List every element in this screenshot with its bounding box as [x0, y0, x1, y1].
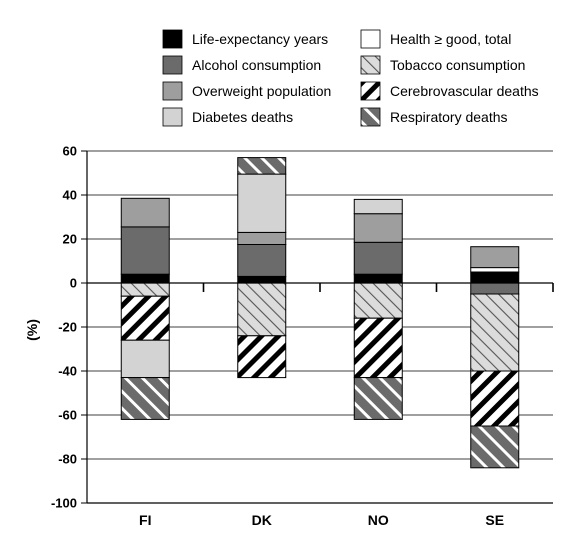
legend-label-health-good-total: Health ≥ good, total [390, 31, 511, 47]
y-tick-label: 20 [63, 232, 77, 247]
y-axis-label: (%) [24, 319, 40, 341]
bar-se-overweight-population [470, 246, 520, 269]
legend-label-alcohol-consumption: Alcohol consumption [192, 57, 321, 73]
y-tick-label: -20 [58, 320, 77, 335]
bar-no-life-expectancy-years [353, 273, 403, 284]
legend: Life-expectancy years Health ≥ good, tota… [162, 29, 539, 127]
bar-fi-cerebrovascular-deaths [120, 295, 170, 341]
y-tick-label: -40 [58, 364, 77, 379]
bar-fi-diabetes-deaths [120, 339, 170, 379]
bar-no-overweight-population [353, 213, 403, 243]
bar-dk-respiratory-deaths [237, 157, 287, 175]
legend-label-cerebrovascular-deaths: Cerebrovascular deaths [390, 83, 539, 99]
bar-dk-alcohol-consumption [237, 244, 287, 277]
y-tick-label: -100 [51, 496, 77, 511]
legend-swatch-health-good-total [360, 29, 381, 49]
y-tick-label: 60 [63, 144, 77, 159]
y-tick-label: 0 [70, 276, 77, 291]
bar-se-life-expectancy-years [470, 271, 520, 284]
bar-fi-alcohol-consumption [120, 226, 170, 275]
bar-no-diabetes-deaths [353, 198, 403, 215]
legend-swatch-alcohol-consumption [162, 55, 183, 75]
axes: 60 40 20 0 -20 -40 -60 -80 -100 FI DK NO SE [51, 144, 554, 528]
y-tick-label: -60 [58, 408, 77, 423]
bar-no-tobacco-consumption [353, 282, 403, 319]
legend-swatch-diabetes-deaths [162, 107, 183, 127]
bar-fi-tobacco-consumption [120, 282, 170, 297]
legend-swatch-overweight-population [162, 81, 183, 101]
bar-no-cerebrovascular-deaths [353, 317, 403, 379]
legend-label-diabetes-deaths: Diabetes deaths [192, 109, 293, 125]
x-tick-label-dk: DK [252, 512, 272, 528]
bar-no-respiratory-deaths [353, 377, 403, 420]
x-tick-label-no: NO [368, 512, 389, 528]
y-tick-label: 40 [63, 188, 77, 203]
x-tick-label-se: SE [485, 512, 504, 528]
y-tick-label: -80 [58, 452, 77, 467]
legend-label-tobacco-consumption: Tobacco consumption [390, 57, 525, 73]
bar-se-respiratory-deaths [470, 425, 520, 469]
bar-se-health-good-total [470, 267, 520, 273]
x-tick-label-fi: FI [139, 512, 151, 528]
bar-se-cerebrovascular-deaths [470, 370, 520, 427]
bar-se-alcohol-consumption [470, 282, 520, 295]
bar-dk-life-expectancy-years [237, 275, 287, 284]
legend-swatch-respiratory-deaths [360, 107, 381, 127]
bar-dk-cerebrovascular-deaths [237, 335, 287, 379]
bar-dk-diabetes-deaths [237, 173, 287, 233]
legend-swatch-tobacco-consumption [360, 55, 381, 75]
legend-swatch-cerebrovascular-deaths [360, 81, 381, 101]
legend-swatch-life-expectancy-years [162, 29, 183, 49]
bar-no-alcohol-consumption [353, 241, 403, 275]
legend-label-overweight-population: Overweight population [192, 83, 331, 99]
bar-se-tobacco-consumption [470, 293, 520, 372]
bar-dk-overweight-population [237, 231, 287, 245]
bar-fi-respiratory-deaths [120, 377, 170, 420]
legend-label-life-expectancy-years: Life-expectancy years [192, 31, 328, 47]
bar-fi-overweight-population [120, 197, 170, 228]
bar-dk-tobacco-consumption [237, 282, 287, 337]
bars [120, 157, 520, 469]
legend-label-respiratory-deaths: Respiratory deaths [390, 109, 508, 125]
bar-fi-life-expectancy-years [120, 273, 170, 284]
